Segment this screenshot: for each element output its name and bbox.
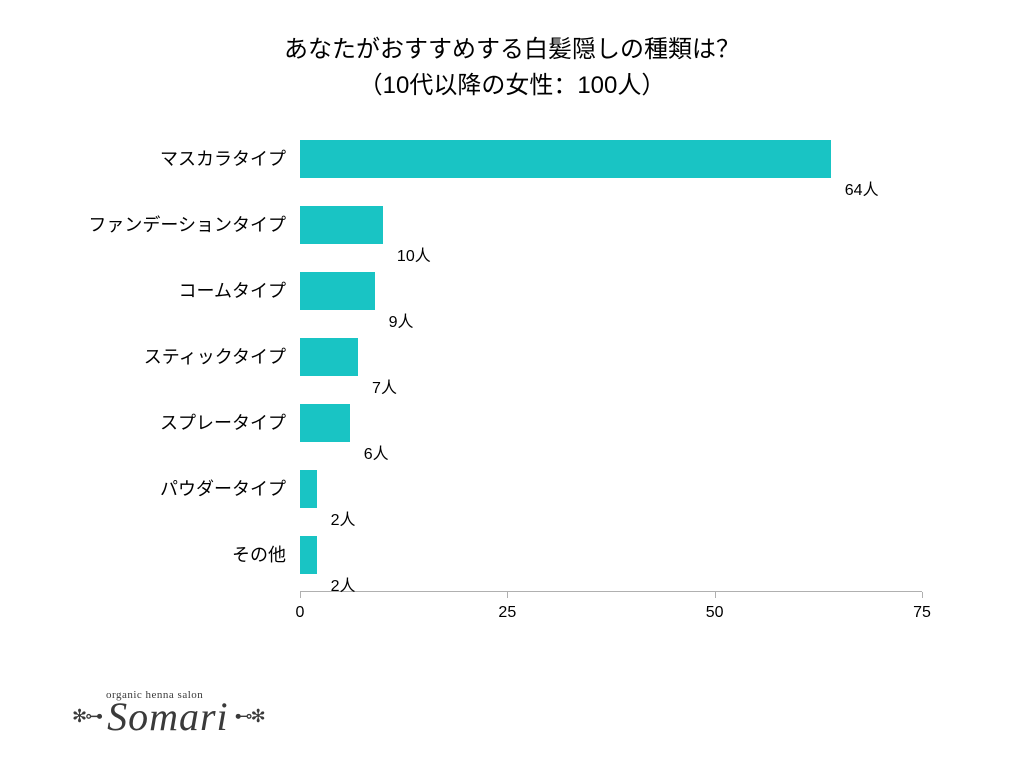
x-axis-line xyxy=(300,591,922,592)
bar-row: ファンデーションタイプ10人 xyxy=(300,194,922,260)
brand-logo-main: ✻⊶ Somari ⊷✻ xyxy=(72,693,264,740)
chart-title-line1: あなたがおすすめする白髪隠しの種類は？ xyxy=(0,32,1024,68)
x-tick-label: 75 xyxy=(913,604,931,622)
bar-row: マスカラタイプ64人 xyxy=(300,128,922,194)
bar xyxy=(300,338,358,376)
chart-plot-area: 0255075マスカラタイプ64人ファンデーションタイプ10人コームタイプ9人ス… xyxy=(300,128,922,626)
x-tick xyxy=(922,592,923,598)
bar xyxy=(300,272,375,310)
brand-logo-text: Somari xyxy=(107,693,229,740)
y-axis-label: スプレータイプ xyxy=(160,404,300,442)
bar-value-label: 2人 xyxy=(331,572,356,596)
x-tick xyxy=(715,592,716,598)
x-tick xyxy=(300,592,301,598)
bar-row: スプレータイプ6人 xyxy=(300,392,922,458)
y-axis-label: スティックタイプ xyxy=(144,338,300,376)
y-axis-label: コームタイプ xyxy=(179,272,300,310)
y-axis-label: その他 xyxy=(232,536,300,574)
y-axis-label: パウダータイプ xyxy=(160,470,300,508)
chart-title-line2: （10代以降の女性：100人） xyxy=(0,68,1024,104)
brand-logo: organic henna salon ✻⊶ Somari ⊷✻ xyxy=(72,689,264,740)
bar xyxy=(300,140,831,178)
bar xyxy=(300,536,317,574)
x-tick-label: 50 xyxy=(706,604,724,622)
leaf-right-icon: ⊷✻ xyxy=(235,706,264,727)
bar-row: コームタイプ9人 xyxy=(300,260,922,326)
bar xyxy=(300,404,350,442)
chart-title-block: あなたがおすすめする白髪隠しの種類は？ （10代以降の女性：100人） xyxy=(0,32,1024,104)
y-axis-label: マスカラタイプ xyxy=(160,140,300,178)
bar-row: その他2人 xyxy=(300,524,922,590)
bar xyxy=(300,206,383,244)
bar xyxy=(300,470,317,508)
x-tick-label: 0 xyxy=(296,604,305,622)
bar-row: パウダータイプ2人 xyxy=(300,458,922,524)
y-axis-label: ファンデーションタイプ xyxy=(88,206,300,244)
bar-row: スティックタイプ7人 xyxy=(300,326,922,392)
x-tick-label: 25 xyxy=(498,604,516,622)
leaf-left-icon: ✻⊶ xyxy=(72,706,101,727)
x-tick xyxy=(507,592,508,598)
